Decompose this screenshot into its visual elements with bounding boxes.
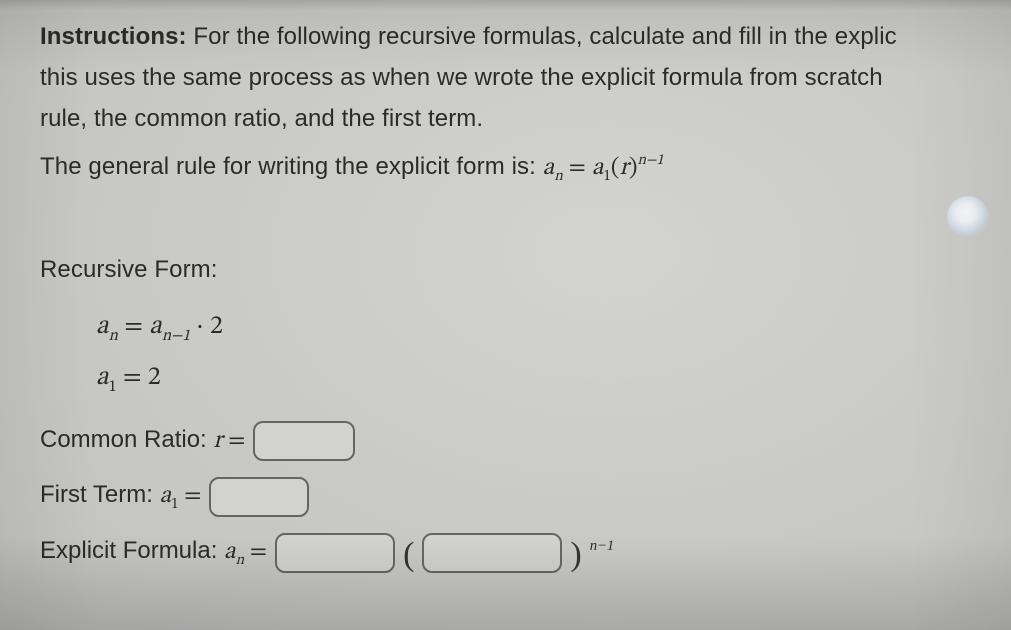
first-term-var: a: [160, 484, 172, 508]
general-rule-formula: an = a1(r)n−1: [543, 156, 664, 180]
ri-val: 2: [148, 365, 161, 391]
worksheet-page: Instructions: For the following recursiv…: [0, 0, 1011, 630]
ri-lhs-a: a: [96, 365, 109, 391]
general-rule-line: The general rule for writing the explici…: [40, 148, 1011, 188]
instructions-line-2: this uses the same process as when we wr…: [40, 59, 1011, 96]
gr-eq: =: [563, 156, 592, 180]
ri-eq: =: [117, 365, 148, 391]
explicit-eq: =: [244, 540, 267, 564]
gr-a1-sub: 1: [603, 169, 610, 184]
explicit-label: Explicit Formula: an =: [40, 537, 267, 570]
rr-lhs-a: a: [96, 314, 109, 340]
first-term-prefix: First Term:: [40, 481, 160, 508]
instructions-line-3: rule, the common ratio, and the first te…: [40, 100, 1011, 137]
common-ratio-input[interactable]: [253, 421, 355, 461]
explicit-r-input[interactable]: [422, 533, 562, 573]
instructions-label: Instructions:: [40, 23, 187, 50]
instructions-line-1-rest: For the following recursive formulas, ca…: [187, 23, 897, 50]
first-term-sub: 1: [171, 497, 178, 512]
rr-rhs-a: a: [149, 314, 162, 340]
first-term-row: First Term: a1 =: [40, 477, 1011, 517]
lens-flare-icon: [947, 196, 989, 238]
instructions-line-1: Instructions: For the following recursiv…: [40, 18, 1011, 55]
recursive-section: Recursive Form: an = an−1 · 2 a1 = 2: [40, 251, 1011, 399]
gr-exp: n−1: [637, 153, 663, 168]
first-term-input[interactable]: [209, 477, 309, 517]
page-top-shadow: [0, 0, 1011, 10]
rr-rhs-sub: n−1: [162, 328, 190, 344]
explicit-exp-wrap: n−1: [590, 539, 614, 567]
ri-lhs-sub: 1: [109, 379, 117, 395]
explicit-open-paren: (: [403, 538, 414, 572]
common-ratio-label: Common Ratio: r =: [40, 426, 245, 456]
recursive-heading: Recursive Form:: [40, 251, 1011, 288]
explicit-exp: n−1: [590, 538, 614, 554]
first-term-eq: =: [178, 484, 201, 508]
gr-a1: a: [592, 156, 604, 180]
recursive-initial: a1 = 2: [96, 358, 1011, 399]
recursive-rule: an = an−1 · 2: [96, 307, 1011, 348]
rr-lhs-sub: n: [109, 328, 118, 344]
first-term-label: First Term: a1 =: [40, 481, 201, 514]
explicit-sub: n: [236, 553, 245, 568]
common-ratio-prefix: Common Ratio:: [40, 426, 213, 453]
gr-lhs-a: a: [543, 156, 555, 180]
common-ratio-sym: r: [213, 429, 222, 453]
rr-factor: 2: [210, 314, 223, 340]
explicit-prefix: Explicit Formula:: [40, 537, 224, 564]
gr-r: r: [620, 156, 629, 180]
explicit-close-paren: ): [570, 538, 581, 572]
gr-open-paren: (: [611, 156, 620, 180]
explicit-a1-input[interactable]: [275, 533, 395, 573]
rr-dot: ·: [190, 314, 210, 340]
explicit-var: a: [224, 540, 236, 564]
gr-lhs-sub: n: [554, 169, 563, 184]
rr-eq: =: [118, 314, 149, 340]
explicit-row: Explicit Formula: an = ( ) n−1: [40, 533, 1011, 573]
common-ratio-row: Common Ratio: r =: [40, 421, 1011, 461]
general-rule-prefix: The general rule for writing the explici…: [40, 153, 543, 180]
common-ratio-eq: =: [223, 429, 246, 453]
